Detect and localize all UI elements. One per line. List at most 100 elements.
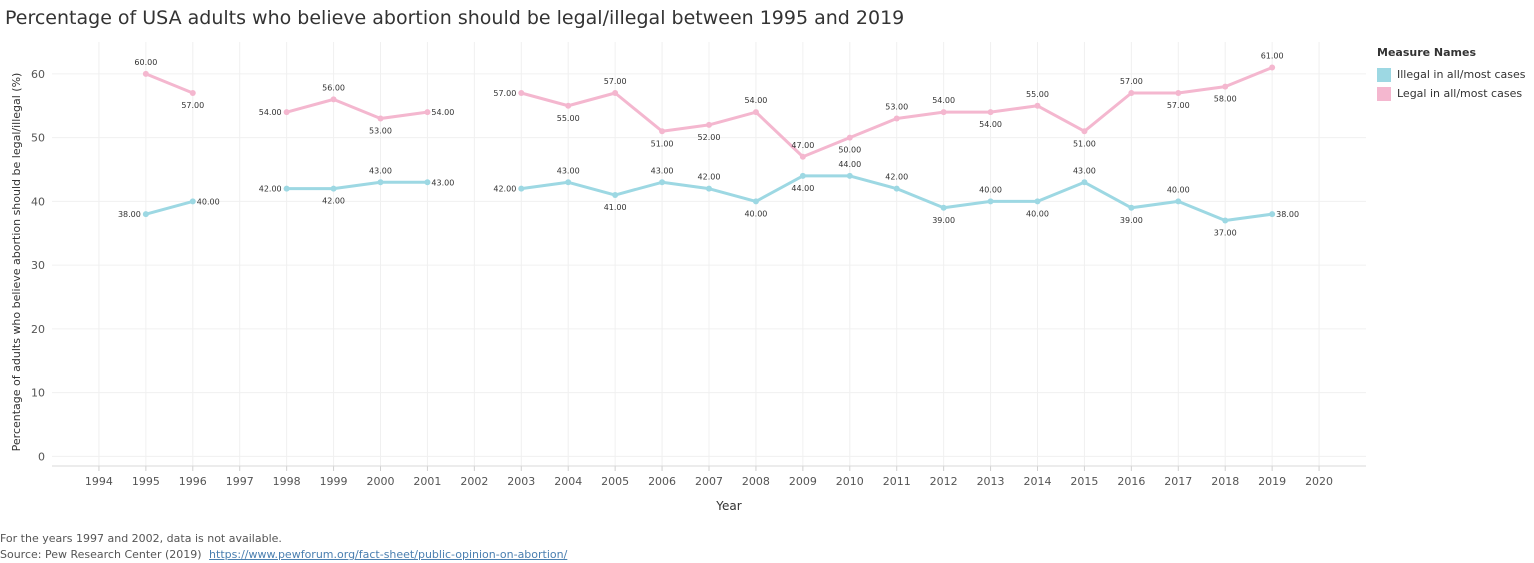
line-legal-segment-1 bbox=[285, 97, 429, 121]
point-legal-2015 bbox=[1081, 128, 1088, 135]
point-illegal-2006 bbox=[659, 179, 666, 186]
point-illegal-2009 bbox=[799, 172, 806, 179]
x-tick-label-1998: 1998 bbox=[273, 475, 301, 488]
data-label-legal-1998: 54.00 bbox=[259, 108, 282, 117]
point-illegal-2013 bbox=[987, 198, 994, 205]
x-tick-label-1999: 1999 bbox=[320, 475, 348, 488]
x-tick-label-2011: 2011 bbox=[883, 475, 911, 488]
point-legal-2006 bbox=[659, 128, 666, 135]
x-tick-label-2017: 2017 bbox=[1164, 475, 1192, 488]
data-label-illegal-2014: 40.00 bbox=[1026, 209, 1049, 218]
line-illegal-segment-1 bbox=[285, 180, 429, 191]
point-illegal-2008 bbox=[752, 198, 759, 205]
x-tick-label-2009: 2009 bbox=[789, 475, 817, 488]
point-legal-1999 bbox=[330, 96, 337, 103]
x-tick-label-2005: 2005 bbox=[601, 475, 629, 488]
data-label-illegal-2006: 43.00 bbox=[651, 166, 674, 175]
legend-swatch-illegal bbox=[1377, 67, 1391, 82]
point-illegal-2001 bbox=[424, 179, 431, 186]
data-label-illegal-1995: 38.00 bbox=[118, 210, 141, 219]
point-legal-1996 bbox=[189, 90, 196, 97]
data-label-legal-2008: 54.00 bbox=[744, 96, 767, 105]
point-illegal-2000 bbox=[377, 179, 384, 186]
point-legal-2008 bbox=[752, 109, 759, 116]
x-tick-label-2014: 2014 bbox=[1024, 475, 1052, 488]
x-tick-label-2013: 2013 bbox=[977, 475, 1005, 488]
x-tick-label-1996: 1996 bbox=[179, 475, 207, 488]
point-legal-2010 bbox=[846, 134, 853, 141]
point-illegal-2005 bbox=[612, 192, 619, 199]
x-tick-label-2006: 2006 bbox=[648, 475, 676, 488]
point-legal-1998 bbox=[283, 109, 290, 116]
data-label-illegal-2007: 42.00 bbox=[698, 173, 721, 182]
legend-label-legal: Legal in all/most cases bbox=[1397, 87, 1523, 100]
x-tick-label-2020: 2020 bbox=[1305, 475, 1333, 488]
x-tick-label-2007: 2007 bbox=[695, 475, 723, 488]
data-label-illegal-2009: 44.00 bbox=[791, 184, 814, 193]
point-legal-2005 bbox=[612, 90, 619, 97]
point-legal-2001 bbox=[424, 109, 431, 116]
x-tick-label-2012: 2012 bbox=[930, 475, 958, 488]
data-label-illegal-2008: 40.00 bbox=[744, 209, 767, 218]
y-tick-label-50: 50 bbox=[31, 132, 45, 145]
data-label-legal-2001: 54.00 bbox=[431, 108, 454, 117]
point-legal-2012 bbox=[940, 109, 947, 116]
point-legal-2014 bbox=[1034, 102, 1041, 109]
data-label-illegal-2019: 38.00 bbox=[1276, 210, 1299, 219]
point-legal-2004 bbox=[565, 102, 572, 109]
data-label-legal-2000: 53.00 bbox=[369, 127, 392, 136]
data-label-illegal-2003: 42.00 bbox=[493, 185, 516, 194]
x-tick-label-2015: 2015 bbox=[1070, 475, 1098, 488]
point-legal-1995 bbox=[142, 70, 149, 77]
data-label-legal-2016: 57.00 bbox=[1120, 77, 1143, 86]
point-legal-2013 bbox=[987, 109, 994, 116]
data-label-legal-2003: 57.00 bbox=[493, 89, 516, 98]
data-label-legal-2005: 57.00 bbox=[604, 77, 627, 86]
point-illegal-2011 bbox=[893, 185, 900, 192]
x-tick-label-2008: 2008 bbox=[742, 475, 770, 488]
y-tick-label-60: 60 bbox=[31, 68, 45, 81]
data-label-illegal-1996: 40.00 bbox=[197, 197, 220, 206]
x-tick-label-2018: 2018 bbox=[1211, 475, 1239, 488]
data-label-illegal-1998: 42.00 bbox=[259, 185, 282, 194]
y-tick-label-10: 10 bbox=[31, 387, 45, 400]
source-text: Source: Pew Research Center (2019) bbox=[0, 548, 202, 561]
x-tick-label-1995: 1995 bbox=[132, 475, 160, 488]
y-tick-label-20: 20 bbox=[31, 323, 45, 336]
x-tick-label-2001: 2001 bbox=[413, 475, 441, 488]
legend-swatch-legal bbox=[1377, 86, 1391, 101]
point-legal-2018 bbox=[1222, 83, 1229, 90]
point-illegal-2004 bbox=[565, 179, 572, 186]
point-illegal-2016 bbox=[1128, 204, 1135, 211]
point-illegal-2010 bbox=[846, 172, 853, 179]
point-illegal-2012 bbox=[940, 204, 947, 211]
y-tick-label-40: 40 bbox=[31, 195, 45, 208]
point-illegal-1999 bbox=[330, 185, 337, 192]
x-tick-label-2016: 2016 bbox=[1117, 475, 1145, 488]
data-label-illegal-2004: 43.00 bbox=[557, 166, 580, 175]
data-label-legal-2007: 52.00 bbox=[698, 133, 721, 142]
point-illegal-2007 bbox=[706, 185, 712, 192]
data-label-legal-2010: 50.00 bbox=[838, 146, 861, 155]
point-legal-2003 bbox=[518, 90, 525, 97]
x-tick-label-2004: 2004 bbox=[554, 475, 582, 488]
data-label-legal-2006: 51.00 bbox=[651, 139, 674, 148]
y-tick-label-30: 30 bbox=[31, 259, 45, 272]
x-tick-label-1997: 1997 bbox=[226, 475, 254, 488]
point-illegal-1996 bbox=[189, 198, 196, 205]
point-illegal-2014 bbox=[1034, 198, 1041, 205]
point-illegal-1998 bbox=[283, 185, 290, 192]
point-legal-2017 bbox=[1175, 90, 1182, 97]
legend-item-legal[interactable]: Legal in all/most cases bbox=[1377, 84, 1526, 103]
footnote-source: Source: Pew Research Center (2019) https… bbox=[0, 547, 567, 563]
footnote-note: For the years 1997 and 2002, data is not… bbox=[0, 532, 282, 545]
legend-item-illegal[interactable]: Illegal in all/most cases bbox=[1377, 65, 1526, 84]
point-illegal-2017 bbox=[1175, 198, 1182, 205]
x-axis-title: Year bbox=[715, 499, 741, 513]
point-illegal-2003 bbox=[518, 185, 525, 192]
data-label-legal-1996: 57.00 bbox=[181, 101, 204, 110]
x-tick-label-2010: 2010 bbox=[836, 475, 864, 488]
data-label-legal-2013: 54.00 bbox=[979, 120, 1002, 129]
source-link[interactable]: https://www.pewforum.org/fact-sheet/publ… bbox=[209, 548, 568, 561]
y-axis-title: Percentage of adults who believe abortio… bbox=[10, 73, 23, 452]
